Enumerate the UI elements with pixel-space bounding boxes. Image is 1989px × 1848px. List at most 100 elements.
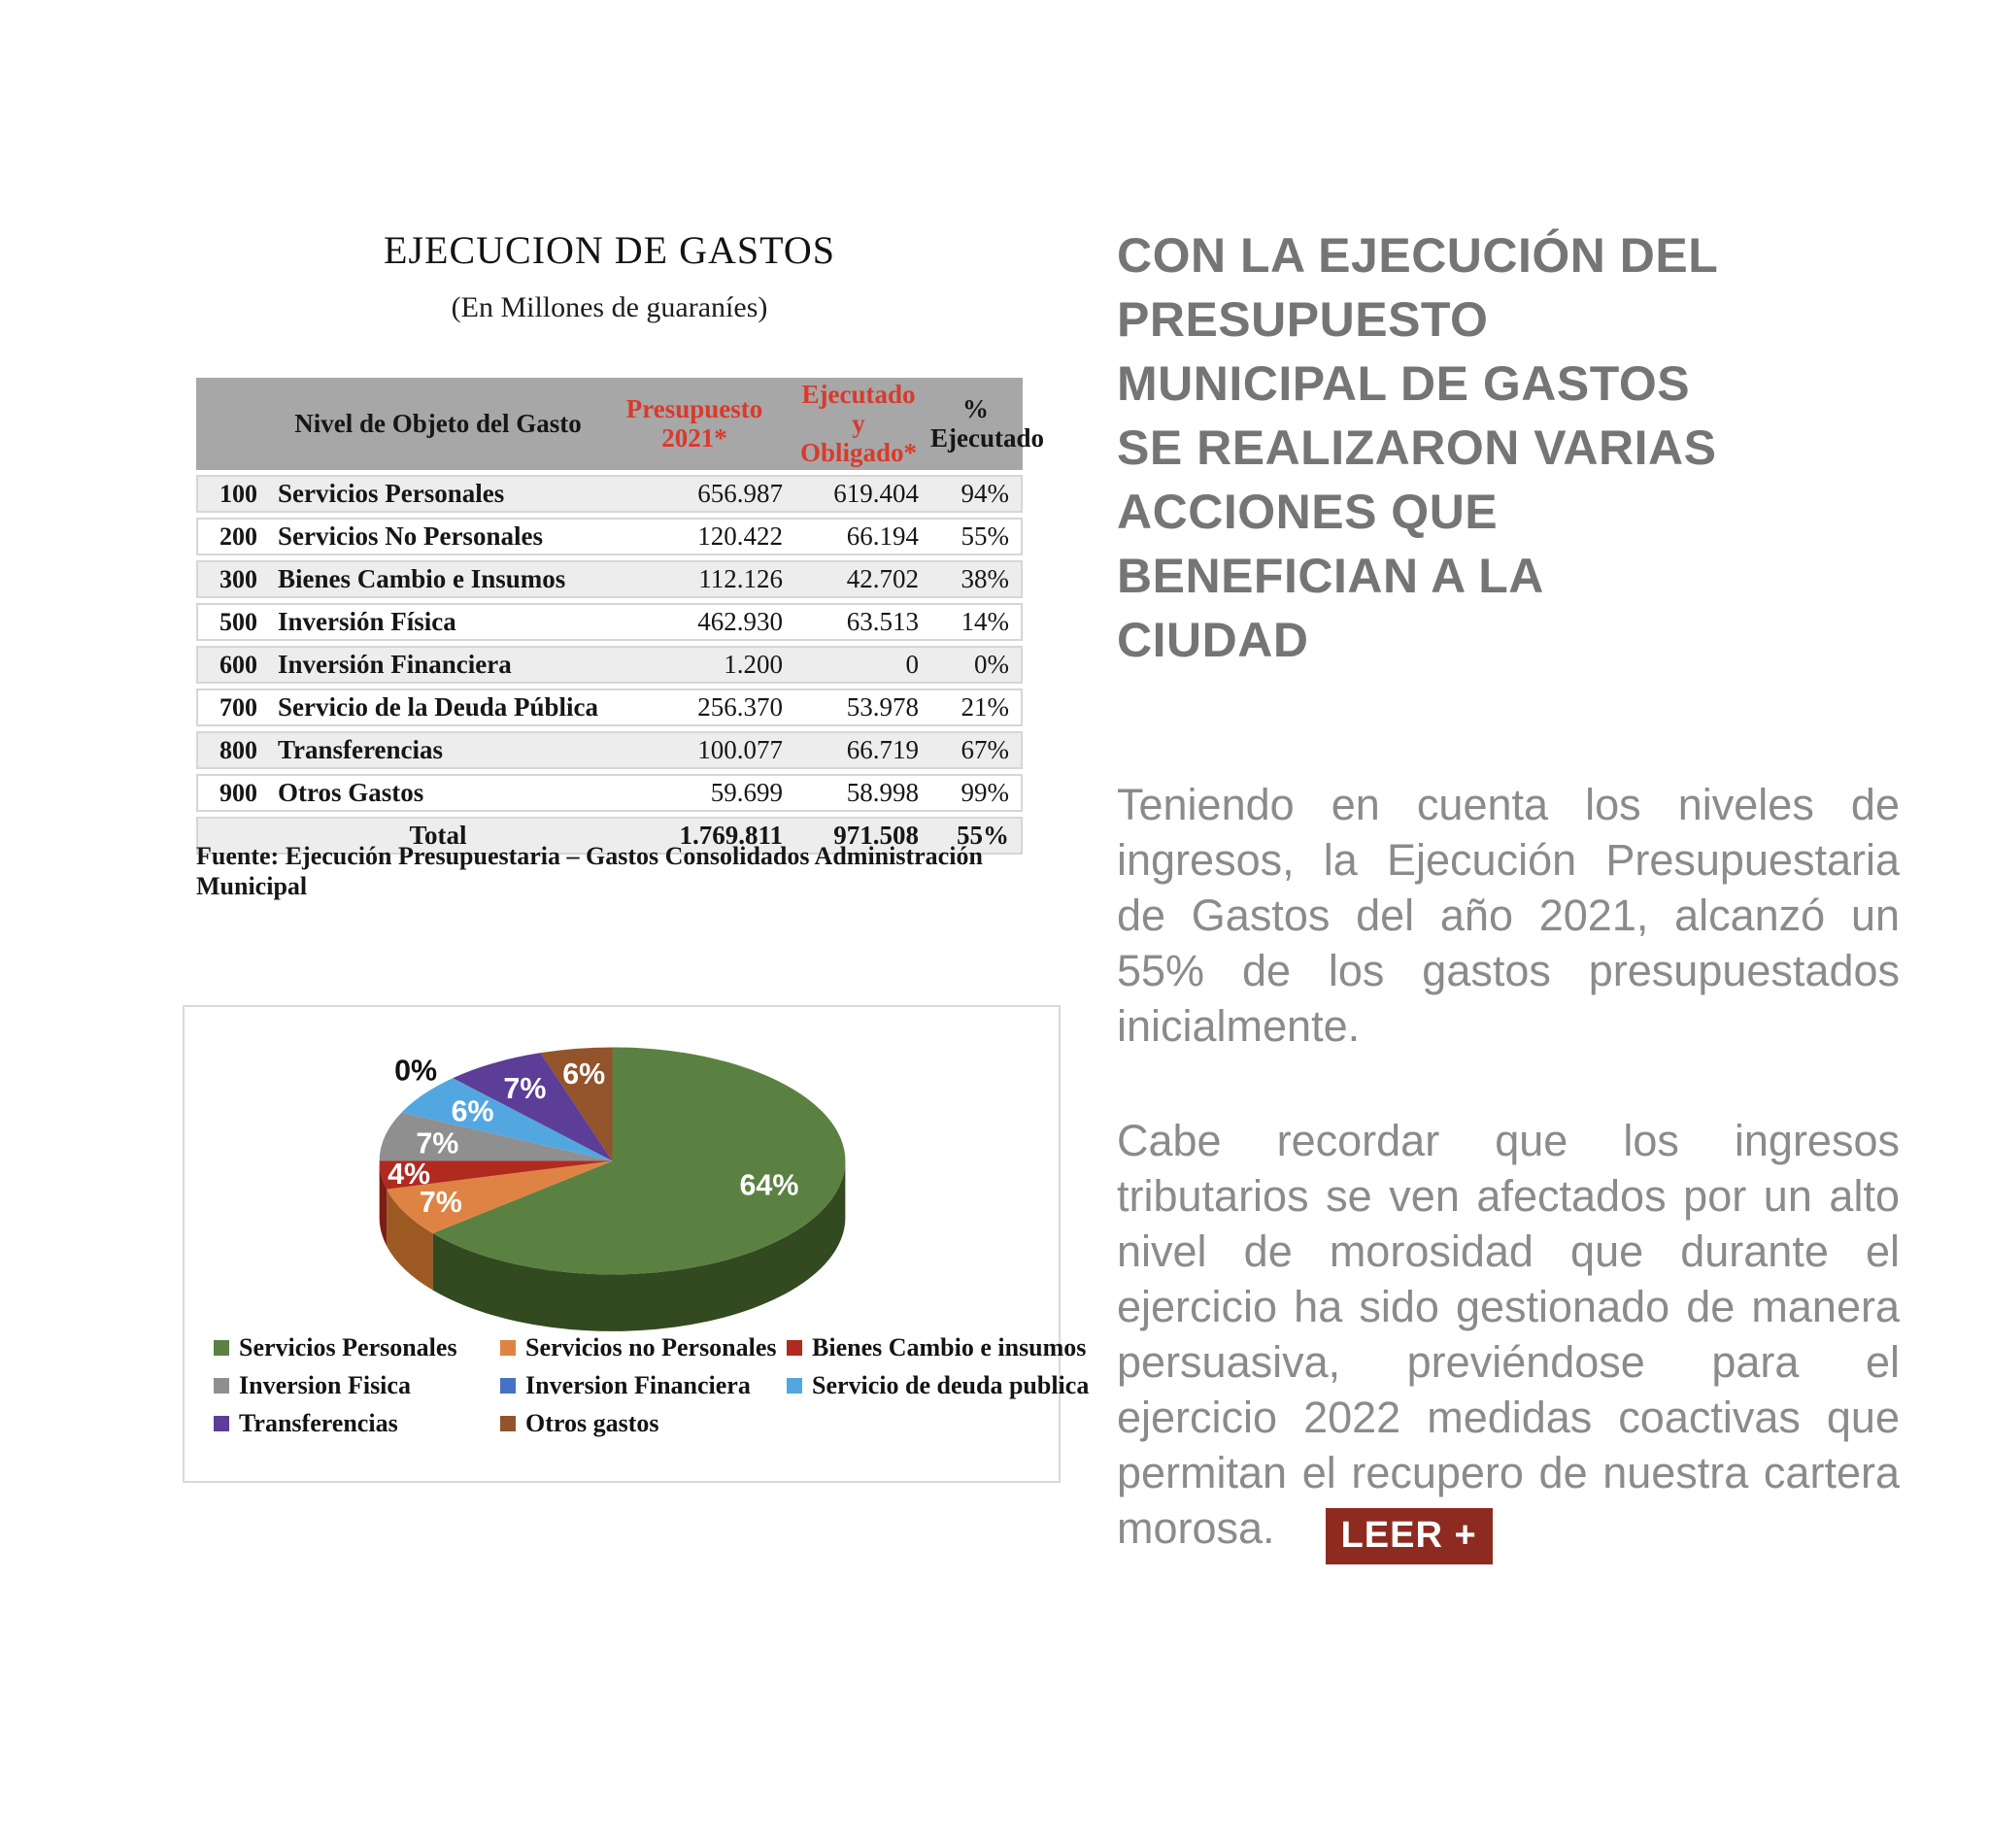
legend-swatch-icon: [214, 1378, 229, 1394]
cell-label: Inversión Física: [278, 607, 456, 637]
legend-label: Servicios Personales: [239, 1333, 457, 1361]
table-source-note: Fuente: Ejecución Presupuestaria – Gasto…: [196, 842, 983, 901]
chart-title: EJECUCION DE GASTOS: [384, 228, 835, 272]
header-pct: % Ejecutado: [930, 394, 1044, 454]
legend-swatch-icon: [214, 1340, 229, 1356]
cell-presupuesto: 656.987: [697, 479, 783, 509]
pie-legend: Servicios Personales Servicios no Persona…: [214, 1335, 1089, 1436]
cell-code: 800: [219, 735, 257, 764]
legend-label: Otros gastos: [525, 1409, 659, 1437]
pie-label-bienes: 4%: [388, 1158, 430, 1191]
pie-chart: 64% 7% 4% 7% 0% 6% 7% 6%: [379, 1047, 846, 1331]
legend-swatch-icon: [500, 1416, 516, 1431]
pie-slice-inversion-fisica: [379, 1112, 613, 1161]
cell-pct: 99%: [961, 778, 1010, 808]
cell-label: Servicios Personales: [278, 479, 505, 509]
pie-slice-servicios-personales: [432, 1047, 846, 1275]
header-presupuesto: Presupuesto 2021*: [625, 394, 763, 454]
cell-presupuesto: 1.200: [724, 650, 783, 680]
pie-slice-otros-gastos: [540, 1047, 613, 1161]
cell-label: Inversión Financiera: [278, 650, 512, 680]
table-row: 600 Inversión Financiera 1.200 0 0%: [196, 645, 1023, 684]
heading-line: CON LA EJECUCIÓN DEL: [1117, 228, 1719, 283]
pie-label-servicio-deuda: 6%: [452, 1095, 494, 1128]
table-row: 200 Servicios No Personales 120.422 66.194 5…: [196, 517, 1023, 555]
cell-code: 500: [219, 607, 257, 636]
cell-code: 200: [219, 521, 257, 551]
pie-slice-bienes: [379, 1160, 613, 1190]
legend-swatch-icon: [787, 1340, 802, 1356]
header-nivel: Nivel de Objeto del Gasto: [294, 409, 582, 439]
pie-side-bienes: [379, 1160, 388, 1247]
legend-item: Servicios no Personales: [500, 1335, 787, 1361]
cell-presupuesto: 462.930: [697, 607, 783, 637]
cell-ejecutado: 971.508: [833, 821, 919, 851]
cell-ejecutado: 66.719: [846, 735, 919, 765]
legend-label: Inversion Fisica: [239, 1371, 411, 1399]
header-ejecutado: Ejecutado y Obligado*: [799, 380, 918, 468]
cell-pct: 94%: [961, 479, 1010, 509]
legend-swatch-icon: [787, 1378, 802, 1394]
pie-slice-servicios-no-personales: [387, 1160, 613, 1233]
cell-presupuesto: 59.699: [710, 778, 783, 808]
pie-label-transferencias: 7%: [503, 1072, 546, 1105]
table-header-row: Nivel de Objeto del Gasto Presupuesto 20…: [196, 378, 1044, 470]
legend-label: Inversion Financiera: [525, 1371, 751, 1399]
table-body: 100 Servicios Personales 656.987 619.404 94%…: [196, 474, 1023, 855]
table-row: 900 Otros Gastos 59.699 58.998 99%: [196, 773, 1023, 812]
leer-mas-button[interactable]: LEER +: [1325, 1508, 1493, 1564]
pie-slice-transferencias: [453, 1053, 613, 1161]
pie-slice-servicio-deuda: [401, 1078, 613, 1161]
heading-line: SE REALIZARON VARIAS: [1117, 420, 1717, 475]
cell-code: 900: [219, 778, 257, 807]
cell-ejecutado: 0: [905, 650, 920, 680]
cell-code: 300: [219, 564, 257, 593]
budget-table: Nivel de Objeto del Gasto Presupuesto 20…: [196, 378, 1044, 859]
cell-ejecutado: 42.702: [846, 564, 919, 594]
cell-code: 700: [219, 692, 257, 722]
table-row: 700 Servicio de la Deuda Pública 256.370 53…: [196, 688, 1023, 726]
cell-code: 100: [219, 479, 257, 508]
legend-label: Servicios no Personales: [525, 1333, 777, 1361]
table-row: 300 Bienes Cambio e Insumos 112.126 42.702 3…: [196, 559, 1023, 598]
heading-line: BENEFICIAN A LA: [1117, 549, 1544, 603]
cell-presupuesto: 256.370: [697, 692, 783, 722]
cell-presupuesto: 1.769.811: [679, 821, 783, 851]
heading-line: PRESUPUESTO: [1117, 292, 1489, 347]
pie-side-servicios-no-personales: [387, 1189, 433, 1291]
article-paragraph-2-text: Cabe recordar que los ingresos tributari…: [1117, 1116, 1900, 1553]
cell-pct: 55%: [957, 821, 1009, 851]
legend-swatch-icon: [214, 1416, 229, 1431]
legend-item: Otros gastos: [500, 1411, 787, 1436]
pie-side-servicios-personales: [432, 1160, 846, 1331]
cell-label: Bienes Cambio e Insumos: [278, 564, 566, 594]
article-paragraph-1: Teniendo en cuenta los niveles de ingres…: [1117, 780, 1900, 1051]
legend-label: Transferencias: [239, 1409, 398, 1437]
pie-label-servicios-personales: 64%: [740, 1169, 799, 1202]
cell-ejecutado: 53.978: [846, 692, 919, 722]
table-row: 800 Transferencias 100.077 66.719 67%: [196, 730, 1023, 769]
legend-label: Bienes Cambio e insumos: [812, 1333, 1087, 1361]
cell-presupuesto: 112.126: [698, 564, 783, 594]
legend-swatch-icon: [500, 1378, 516, 1394]
cell-pct: 21%: [961, 692, 1010, 722]
legend-item: Transferencias: [214, 1411, 500, 1436]
cell-ejecutado: 619.404: [833, 479, 919, 509]
legend-item: Servicios Personales: [214, 1335, 500, 1361]
legend-swatch-icon: [500, 1340, 516, 1356]
cell-ejecutado: 63.513: [846, 607, 919, 637]
pie-chart-panel: 64% 7% 4% 7% 0% 6% 7% 6% Servicios Perso…: [183, 1005, 1089, 1483]
cell-presupuesto: 120.422: [697, 521, 783, 552]
cell-pct: 67%: [961, 735, 1010, 765]
table-row: 100 Servicios Personales 656.987 619.404 94%: [196, 474, 1023, 513]
legend-item: Bienes Cambio e insumos: [787, 1335, 1086, 1361]
cell-ejecutado: 58.998: [846, 778, 919, 808]
table-row: 500 Inversión Física 462.930 63.513 14%: [196, 602, 1023, 641]
pie-label-servicios-no-personales: 7%: [420, 1186, 462, 1219]
heading-line: ACCIONES QUE: [1117, 485, 1499, 539]
cell-pct: 14%: [961, 607, 1010, 637]
cell-label: Servicios No Personales: [278, 521, 543, 552]
cell-code: 600: [219, 650, 257, 679]
article-heading: CON LA EJECUCIÓN DEL PRESUPUESTO MUNICIP…: [1117, 223, 1904, 672]
